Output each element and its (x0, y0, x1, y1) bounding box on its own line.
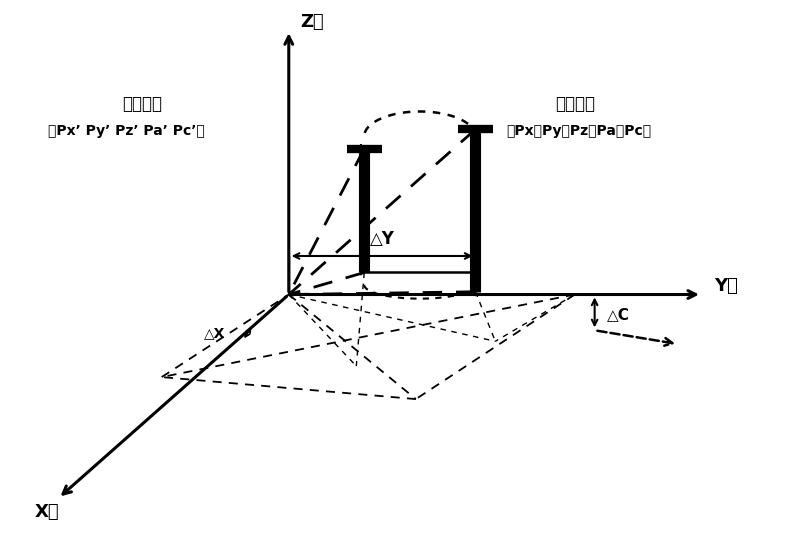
Text: 刀具终点: 刀具终点 (122, 95, 162, 113)
Text: X轴: X轴 (34, 503, 58, 521)
Text: Z轴: Z轴 (301, 13, 324, 31)
Text: （Px，Py，Pz，Pa，Pc）: （Px，Py，Pz，Pa，Pc） (506, 123, 651, 138)
Text: △C: △C (606, 307, 630, 322)
Text: （Px’ Py’ Pz’ Pa’ Pc’）: （Px’ Py’ Pz’ Pa’ Pc’） (47, 123, 204, 138)
Text: △X: △X (204, 326, 226, 340)
Text: 刀具起点: 刀具起点 (554, 95, 594, 113)
Text: △Y: △Y (370, 230, 394, 248)
Text: Y轴: Y轴 (714, 277, 738, 295)
